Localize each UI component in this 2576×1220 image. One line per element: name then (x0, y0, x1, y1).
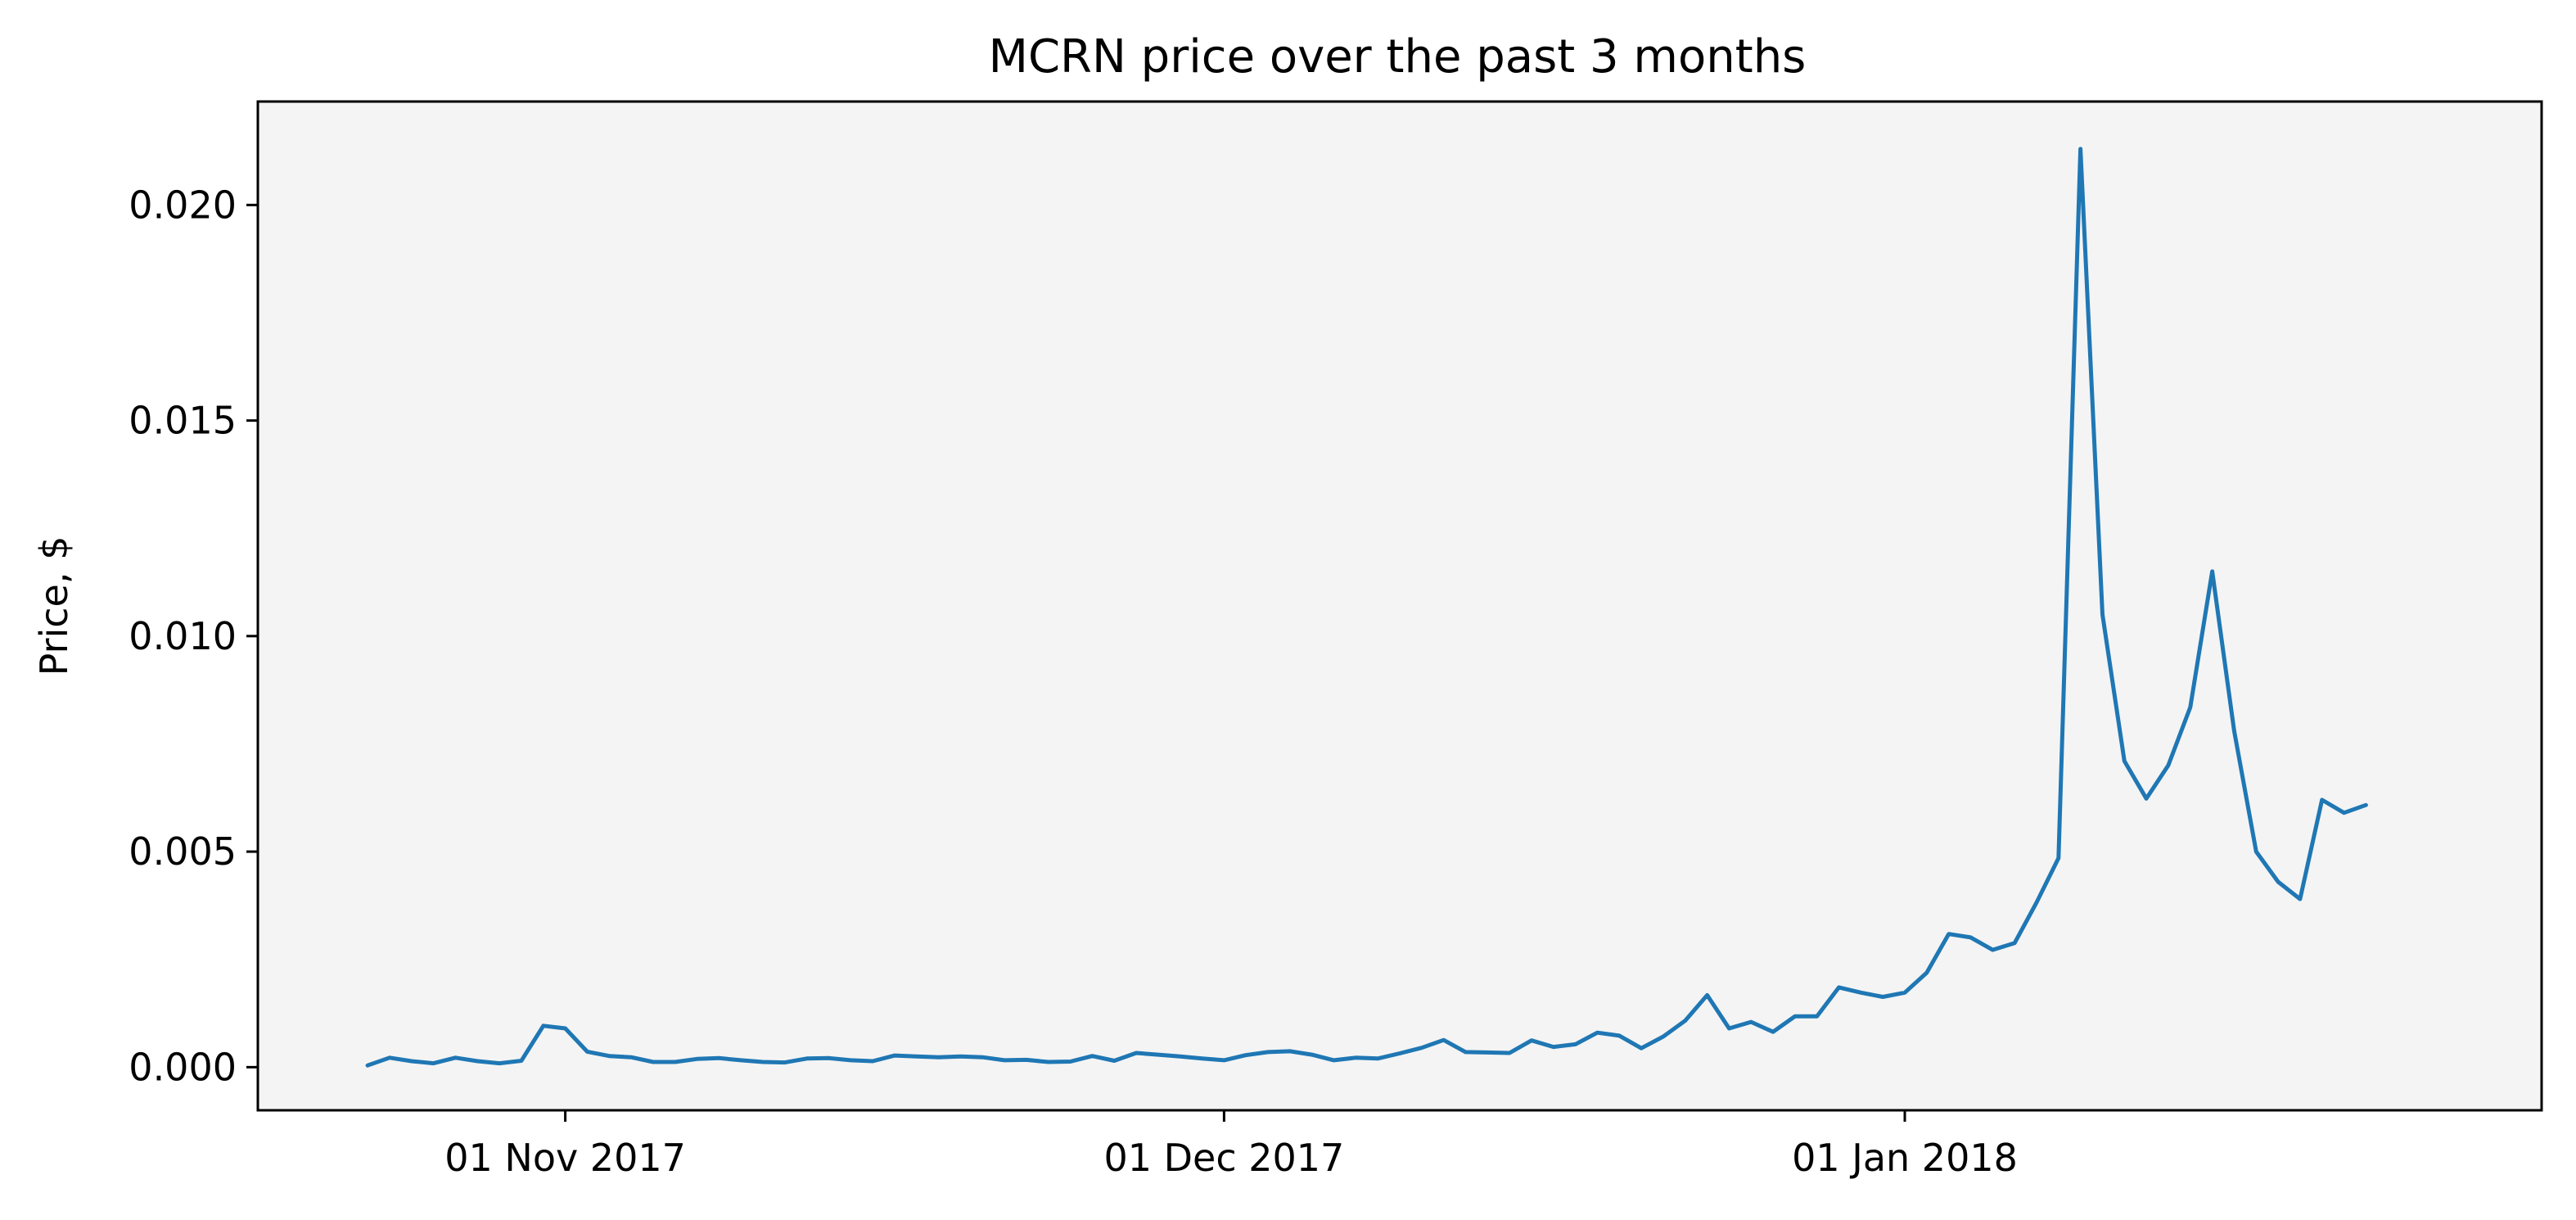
plot-frame (256, 100, 2543, 1112)
y-tick-label: 0.000 (129, 1045, 237, 1089)
x-axis: 01 Nov 2017 01 Dec 2017 01 Jan 2018 (444, 1110, 2018, 1180)
x-tick-label: 01 Dec 2017 (1103, 1136, 1344, 1180)
y-tick-label: 0.020 (129, 183, 237, 227)
y-tick-label: 0.010 (129, 614, 237, 658)
chart-title: MCRN price over the past 3 months (989, 30, 1807, 84)
x-tick-label: 01 Jan 2018 (1792, 1136, 2018, 1180)
y-axis-label: Price, $ (32, 536, 76, 676)
x-tick-label: 01 Nov 2017 (444, 1136, 686, 1180)
plot-area (258, 102, 2542, 1110)
y-tick-label: 0.005 (129, 829, 237, 874)
y-tick-label: 0.015 (129, 399, 237, 443)
y-axis: 0.000 0.005 0.010 0.015 0.020 (129, 183, 258, 1089)
price-series-line (365, 147, 2368, 1068)
